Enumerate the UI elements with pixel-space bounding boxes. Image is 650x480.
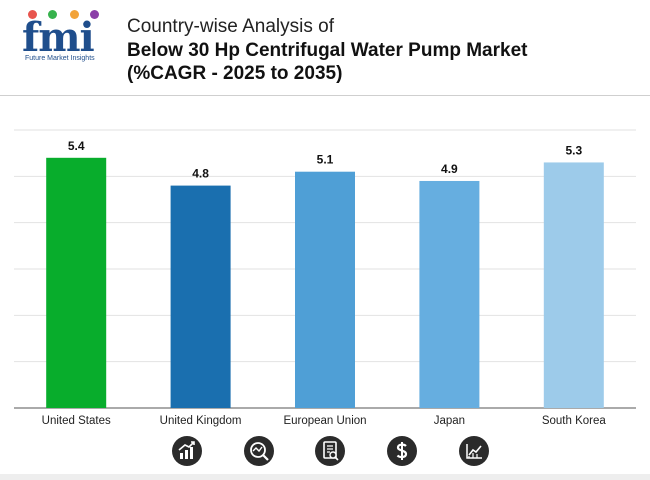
title-line-2: Below 30 Hp Centrifugal Water Pump Marke…	[127, 40, 528, 61]
dollar-icon	[387, 436, 417, 466]
document-search-icon	[315, 436, 345, 466]
icon-row	[0, 436, 650, 470]
bar	[543, 162, 604, 408]
bar-chart: 5.4 United States 4.8 United Kingdom 5.1 Euro…	[14, 129, 636, 427]
title-line-1: Country-wise Analysis of	[127, 16, 334, 37]
data-label: 5.4	[68, 139, 85, 153]
x-tick-label: Japan	[434, 415, 465, 427]
data-label: 4.8	[192, 167, 209, 181]
header-divider	[0, 95, 650, 96]
logo-tagline: Future Market Insights	[25, 55, 95, 62]
data-label: 5.3	[565, 143, 582, 157]
x-tick-label: South Korea	[542, 415, 607, 427]
bar	[46, 157, 107, 408]
bar	[295, 171, 355, 408]
logo-dot-green	[48, 10, 57, 19]
x-tick-label: United States	[42, 415, 111, 427]
growth-chart-icon	[172, 436, 202, 466]
data-label: 4.9	[441, 162, 458, 176]
magnifier-graph-icon	[244, 436, 274, 466]
logo-dot-red	[28, 10, 37, 19]
logo-dot-purple	[90, 10, 99, 19]
x-tick-label: United Kingdom	[160, 415, 242, 427]
title-line-3: (%CAGR - 2025 to 2035)	[127, 63, 343, 84]
bar	[170, 185, 231, 408]
logo-text: fmi	[22, 14, 95, 61]
footer-band	[0, 474, 650, 480]
header: fmi Future Market Insights Country-wise …	[0, 0, 650, 95]
bar	[419, 180, 480, 408]
x-tick-label: European Union	[283, 415, 366, 427]
data-label: 5.1	[317, 153, 334, 167]
logo-dot-orange	[70, 10, 79, 19]
line-chart-icon	[459, 436, 489, 466]
fmi-logo: fmi Future Market Insights	[22, 10, 106, 66]
